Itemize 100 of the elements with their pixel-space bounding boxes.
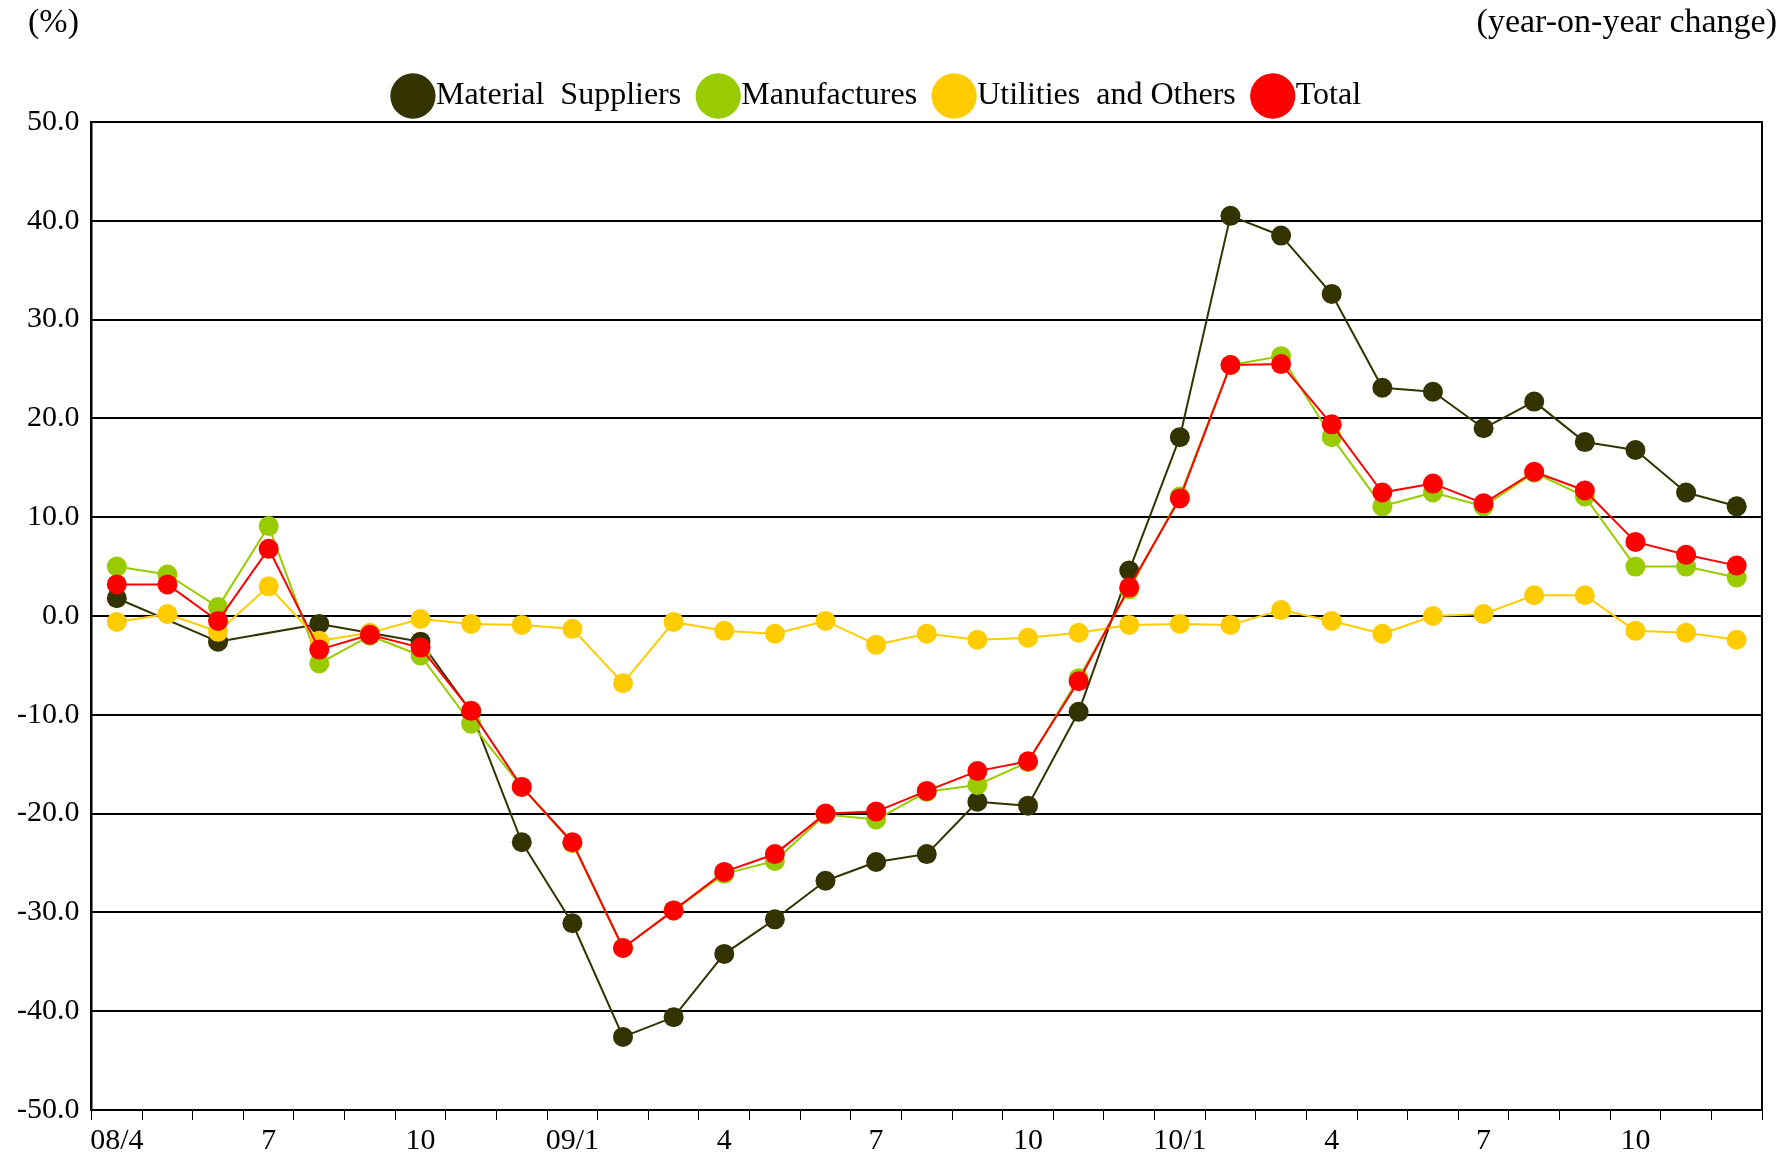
point	[461, 613, 482, 634]
point	[815, 610, 836, 631]
y-tick-label: 50.0	[26, 102, 80, 136]
point	[1220, 205, 1241, 226]
point	[1422, 381, 1443, 402]
point	[714, 620, 735, 641]
point	[1169, 613, 1190, 634]
point	[1017, 795, 1038, 816]
point	[613, 1026, 634, 1047]
point	[1676, 482, 1697, 503]
y-tick-label: -30.0	[16, 893, 80, 927]
text: (year-on-year change)	[1476, 2, 1777, 40]
point	[511, 832, 532, 853]
text: (%)	[28, 2, 79, 40]
x-tick-label: 4	[1324, 1121, 1340, 1155]
point	[562, 913, 583, 934]
y-tick-label: -20.0	[16, 794, 80, 828]
point	[1574, 432, 1595, 453]
point	[1422, 473, 1443, 494]
legend-label: Material Suppliers	[435, 75, 682, 112]
point	[1524, 585, 1545, 606]
point	[1625, 440, 1646, 461]
legend-label: Utilities and Others	[977, 75, 1236, 112]
legend-label: Manufactures	[741, 75, 918, 112]
x-tick-label: 10	[1620, 1121, 1651, 1155]
point	[1321, 414, 1342, 435]
point	[967, 791, 988, 812]
point	[1372, 377, 1393, 398]
point	[1625, 620, 1646, 641]
point	[106, 611, 127, 632]
point	[1068, 622, 1089, 643]
point	[815, 870, 836, 891]
legend-label: Total	[1295, 75, 1362, 112]
point	[1321, 283, 1342, 304]
point	[1473, 604, 1494, 625]
point	[1372, 623, 1393, 644]
x-tick-label: 10	[405, 1121, 436, 1155]
point	[967, 629, 988, 650]
x-tick-label: 08/4	[90, 1121, 144, 1155]
point	[613, 673, 634, 694]
y-tick-label: -50.0	[16, 1090, 80, 1124]
point	[258, 538, 279, 559]
point	[208, 610, 229, 631]
point	[1068, 701, 1089, 722]
point	[663, 1007, 684, 1028]
point	[866, 801, 887, 822]
point	[309, 639, 330, 660]
point	[967, 761, 988, 782]
point	[562, 618, 583, 639]
point	[1625, 556, 1646, 577]
x-tick-label: 7	[1476, 1121, 1492, 1155]
point	[1169, 427, 1190, 448]
point	[157, 604, 178, 625]
point	[714, 943, 735, 964]
point	[1372, 482, 1393, 503]
y-tick-label: -10.0	[16, 695, 80, 729]
point	[258, 516, 279, 537]
point	[1676, 622, 1697, 643]
point	[866, 852, 887, 873]
x-tick-label: 10	[1012, 1121, 1043, 1155]
x-tick-label: 09/1	[545, 1121, 600, 1155]
point	[1473, 418, 1494, 439]
y-tick-label: -40.0	[16, 992, 80, 1026]
x-tick-label: 7	[261, 1121, 277, 1155]
x-tick-label: 10/1	[1153, 1121, 1207, 1155]
point	[764, 623, 785, 644]
point	[916, 844, 937, 865]
point	[1321, 610, 1342, 631]
point	[1574, 585, 1595, 606]
point	[1271, 225, 1292, 246]
point	[1017, 627, 1038, 648]
point	[1524, 391, 1545, 412]
x-tick-label: 7	[868, 1121, 884, 1155]
point	[1726, 629, 1747, 650]
y-tick-label: 20.0	[26, 399, 80, 433]
point	[764, 909, 785, 930]
point	[764, 844, 785, 865]
y-tick-label: 10.0	[26, 498, 80, 532]
point	[1574, 480, 1595, 501]
point	[157, 574, 178, 595]
point	[1271, 354, 1292, 375]
point	[511, 614, 532, 635]
point	[916, 623, 937, 644]
point	[410, 608, 431, 629]
point	[1271, 600, 1292, 621]
y-tick-label: 0.0	[41, 596, 80, 630]
y-tick-label: 30.0	[26, 300, 80, 334]
point	[1726, 496, 1747, 517]
point	[1119, 614, 1140, 635]
point	[1676, 544, 1697, 565]
point	[410, 637, 431, 658]
point	[106, 556, 127, 577]
point	[106, 574, 127, 595]
point	[309, 613, 330, 634]
x-tick-label: 4	[716, 1121, 732, 1155]
point	[1422, 606, 1443, 626]
point	[258, 576, 279, 597]
point	[1625, 531, 1646, 552]
point	[1726, 555, 1747, 576]
point	[866, 634, 887, 655]
